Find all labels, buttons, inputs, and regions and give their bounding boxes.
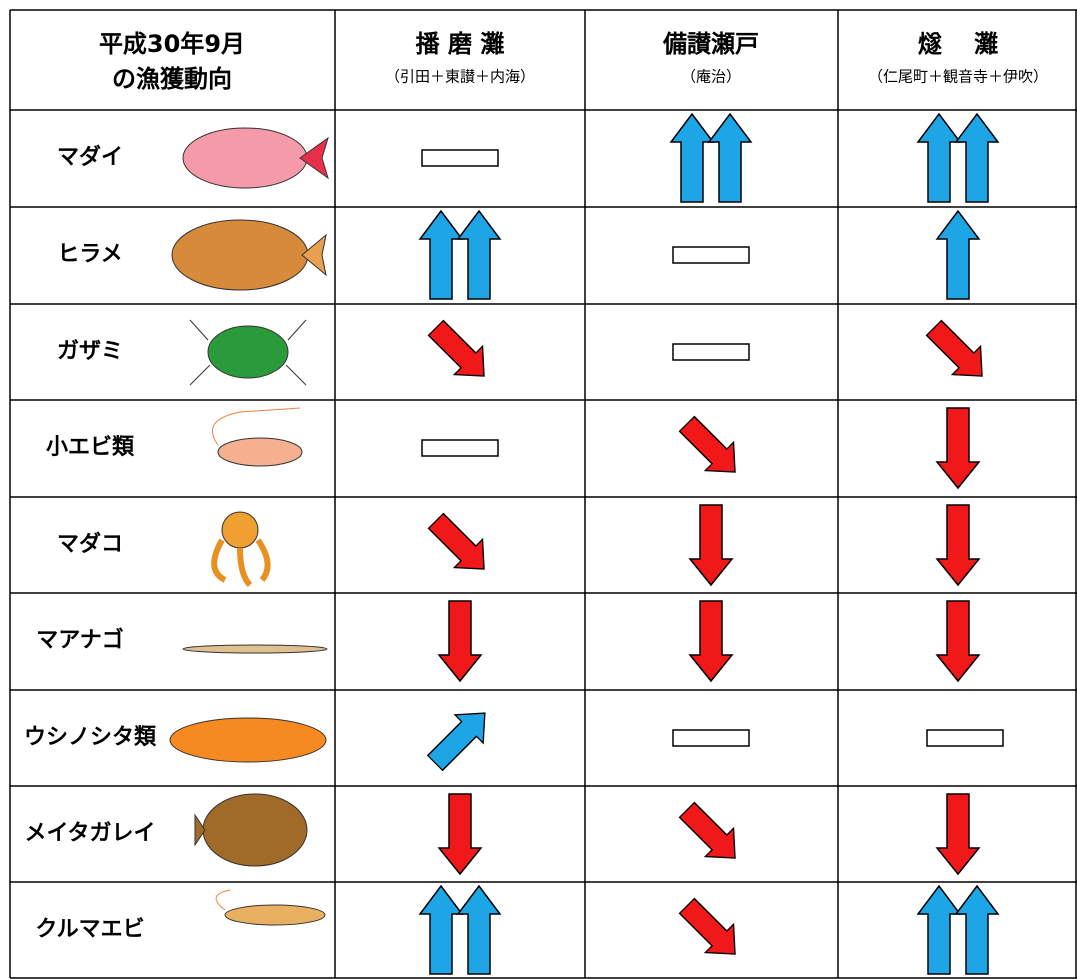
trend-flat	[926, 729, 1004, 747]
trend-down-slight	[422, 507, 498, 583]
illustration-maanago	[182, 644, 328, 654]
trend-flat	[672, 729, 750, 747]
trend-flat	[421, 439, 499, 457]
illustration-gazami	[189, 319, 307, 386]
region-name: 播 磨 灘	[416, 30, 505, 58]
region-sub: （引田＋東讃＋内海）	[385, 68, 535, 86]
trend-down	[439, 601, 481, 681]
species-name: ガザミ	[57, 339, 123, 364]
illustration-madai	[182, 127, 329, 189]
illustration-kurumaebi	[215, 889, 326, 926]
region-sub: （庵治）	[681, 68, 741, 86]
trend-up-strong	[420, 211, 500, 299]
illustration-ushinoshita	[169, 717, 327, 763]
species-name: ヒラメ	[57, 242, 122, 267]
species-name: メイタガレイ	[24, 821, 155, 846]
trend-down-slight	[673, 892, 749, 968]
trend-down	[690, 505, 732, 585]
region-sub: （仁尾町＋観音寺＋伊吹）	[868, 68, 1048, 86]
trend-down	[439, 794, 481, 874]
trend-up	[937, 211, 979, 299]
species-name: マダイ	[57, 144, 123, 170]
trend-flat	[672, 343, 750, 361]
table-grid	[9, 9, 1077, 979]
trend-down-slight	[920, 314, 996, 390]
trend-up-strong	[918, 886, 998, 974]
trend-up-strong	[918, 114, 998, 202]
species-name: 小エビ類	[46, 435, 135, 460]
trend-up-strong	[671, 114, 751, 202]
trend-down-slight	[673, 796, 749, 872]
illustration-hirame	[171, 219, 327, 291]
illustration-madako	[211, 511, 271, 588]
illustration-meitagarei	[194, 793, 308, 867]
trend-flat	[421, 149, 499, 167]
trend-down	[937, 601, 979, 681]
species-name: ウシノシタ類	[24, 725, 157, 750]
species-name: クルマエビ	[35, 917, 144, 942]
trend-up-strong	[420, 886, 500, 974]
header-title: 平成30年9月	[99, 30, 245, 58]
illustration-koebi	[212, 407, 303, 467]
species-name: マアナゴ	[36, 627, 124, 653]
trend-down-slight	[422, 314, 498, 390]
trend-up-slight	[421, 699, 499, 777]
trend-down	[937, 505, 979, 585]
trend-down	[937, 408, 979, 488]
trend-down	[690, 601, 732, 681]
trend-down	[937, 794, 979, 874]
region-name: 燧 灘	[918, 30, 998, 58]
trend-down-slight	[673, 410, 749, 486]
trend-symbols	[420, 114, 1004, 974]
trend-flat	[672, 246, 750, 264]
region-name: 備讃瀬戸	[662, 30, 759, 58]
header-title: の漁獲動向	[112, 65, 232, 93]
species-name: マダコ	[57, 531, 123, 557]
illustrations	[169, 127, 329, 926]
